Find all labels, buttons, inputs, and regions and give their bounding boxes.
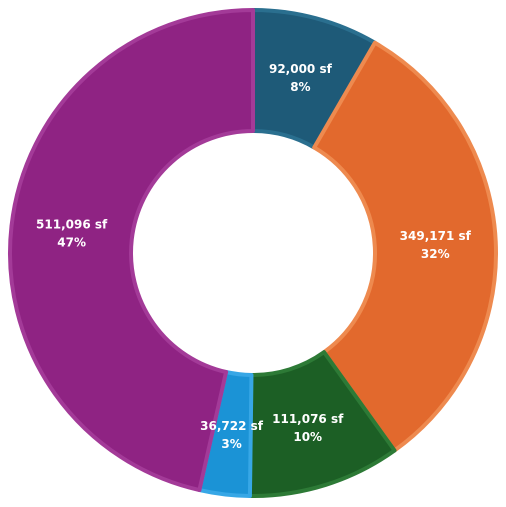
slice-1 xyxy=(312,40,498,453)
slice-value-label-4: 511,096 sf xyxy=(36,218,108,232)
slice-percent-label-2: 10% xyxy=(293,430,322,444)
slice-value-label-3: 36,722 sf xyxy=(200,419,264,433)
slice-percent-label-0: 8% xyxy=(290,80,310,94)
slice-percent-label-1: 32% xyxy=(421,247,450,261)
slice-value-label-1: 349,171 sf xyxy=(400,229,472,243)
slice-percent-label-3: 3% xyxy=(221,437,241,451)
slice-4 xyxy=(8,8,255,493)
slice-percent-label-4: 47% xyxy=(57,236,86,250)
slice-value-label-0: 92,000 sf xyxy=(269,62,333,76)
slices-group xyxy=(8,8,498,498)
slice-value-label-2: 111,076 sf xyxy=(272,412,344,426)
labels-group: 92,000 sf 8% 349,171 sf 32% 111,076 sf 10% 36,… xyxy=(36,62,472,451)
